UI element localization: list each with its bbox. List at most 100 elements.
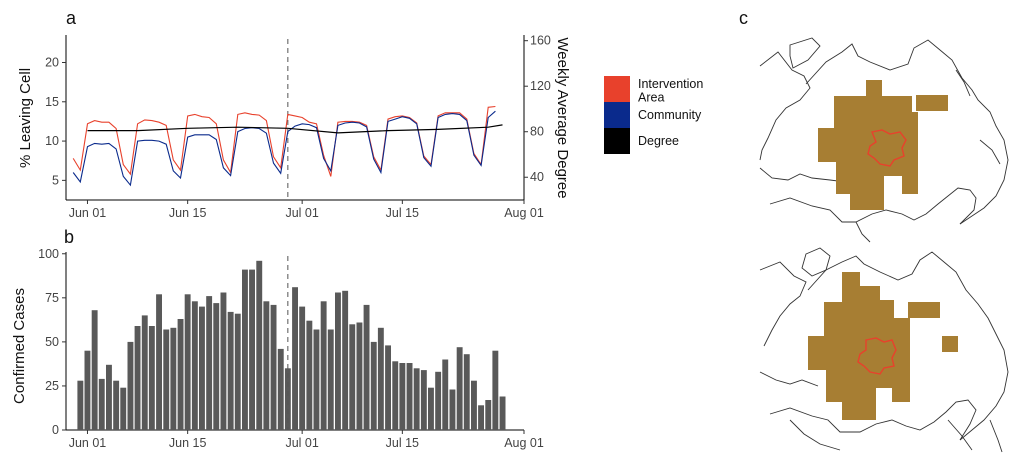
bottom-map-outlier-cell: [908, 302, 940, 318]
case-bar: [320, 301, 327, 430]
panel-a-y2-tick-label: 120: [530, 79, 551, 93]
panel-a-y-tick-label: 10: [45, 134, 59, 148]
panel-a-y2-tick-label: 160: [530, 34, 551, 48]
case-bar: [442, 359, 449, 430]
case-bar: [335, 292, 341, 430]
bottom-map-intervention-outline: [857, 337, 897, 375]
panel-b-y-tick-label: 75: [45, 291, 59, 305]
case-bar: [77, 380, 84, 430]
panel-b-x-tick-label: Jul 01: [285, 436, 318, 450]
legend-swatch: [604, 102, 630, 128]
bottom-map: [759, 247, 1009, 453]
case-bar: [84, 350, 91, 430]
case-bar: [370, 341, 377, 430]
case-bar: [428, 387, 434, 430]
case-bar: [256, 260, 263, 430]
legend-swatch: [604, 128, 630, 154]
case-bar: [377, 327, 384, 430]
case-bar: [349, 324, 356, 430]
top-map-intervention-area: [818, 80, 918, 210]
case-bar: [106, 364, 112, 430]
map-boundary: [801, 247, 831, 277]
case-bar: [406, 363, 413, 430]
bottom-map-outlier-cell: [942, 336, 958, 352]
community-line: [72, 110, 496, 187]
map-boundary: [769, 399, 977, 441]
case-bar: [227, 311, 234, 430]
map-boundary: [807, 251, 1009, 441]
case-bar: [471, 380, 477, 430]
panel-b-bars: [77, 256, 506, 430]
case-bar: [91, 310, 98, 430]
panel-a-x-tick-label: Jun 01: [69, 206, 107, 220]
panel-b-y-tick-label: 0: [52, 423, 59, 437]
panel-b-x-tick-label: Jun 01: [69, 436, 107, 450]
case-bar: [299, 306, 306, 430]
case-bar: [485, 400, 492, 430]
panel-b-chart: b Confirmed Cases 0 25 50 75 100 Jun 01 Jun 15…: [11, 227, 544, 450]
case-bar: [263, 301, 270, 430]
case-bar: [177, 319, 184, 430]
legend-label: Intervention Area: [638, 77, 703, 105]
panel-a-y-tick-label: 20: [45, 56, 59, 70]
case-bar: [306, 320, 313, 430]
panel-a-chart: a % Leaving Cell Weekly Average Degree 5…: [17, 8, 571, 220]
map-boundary: [789, 419, 841, 451]
case-bar: [313, 329, 320, 430]
case-bar: [234, 313, 241, 430]
case-bar: [242, 269, 248, 430]
map-boundary: [759, 261, 807, 347]
panel-b-y-tick-label: 50: [45, 335, 59, 349]
case-bar: [456, 347, 463, 430]
case-bar: [392, 361, 399, 430]
panel-a-y2-tick-label: 40: [530, 170, 544, 184]
panel-b-letter: b: [64, 227, 74, 247]
map-boundary: [947, 419, 973, 451]
degree-line: [87, 124, 503, 134]
map-boundary: [759, 51, 811, 161]
map-boundary: [989, 419, 1003, 453]
panel-a-legend: Intervention Area Community Degree: [604, 76, 703, 154]
case-bar: [113, 380, 120, 430]
panel-b-y-tick-label: 100: [38, 247, 59, 261]
panel-a-lines: [72, 39, 503, 200]
case-bar: [277, 348, 284, 430]
case-bar: [191, 301, 198, 430]
map-boundary: [769, 187, 977, 225]
panel-a-y2-tick-label: 80: [530, 125, 544, 139]
map-boundary: [759, 371, 819, 387]
case-bar: [356, 322, 363, 430]
case-bar: [413, 368, 420, 430]
case-bar: [199, 306, 205, 430]
case-bar: [499, 396, 506, 430]
case-bar: [156, 294, 162, 430]
bottom-map-intervention-area: [808, 272, 910, 420]
panel-b-y-tick-label: 25: [45, 379, 59, 393]
case-bar: [163, 329, 170, 430]
case-bar: [292, 287, 298, 430]
panel-a-x-tick-label: Aug 01: [504, 206, 544, 220]
case-bar: [120, 387, 127, 430]
panel-c-maps: c: [739, 8, 1009, 453]
panel-b-x-tick-label: Aug 01: [504, 436, 544, 450]
case-bar: [170, 327, 177, 430]
map-boundary: [789, 37, 821, 69]
case-bar: [184, 294, 191, 430]
legend-label: Degree: [638, 134, 679, 148]
intervention-area-line: [72, 105, 496, 177]
case-bar: [249, 269, 255, 430]
map-boundary: [979, 139, 1001, 165]
legend-label: Community: [638, 108, 702, 122]
case-bar: [399, 363, 406, 430]
case-bar: [127, 341, 134, 430]
panel-a-y2-axis-title: Weekly Average Degree: [554, 37, 571, 198]
case-bar: [134, 326, 141, 430]
panel-b-x-tick-label: Jun 15: [169, 436, 207, 450]
panel-a-y-tick-label: 15: [45, 95, 59, 109]
map-boundary: [855, 221, 871, 243]
map-boundary: [805, 39, 1009, 225]
top-map-outlier-cell: [916, 95, 948, 111]
case-bar: [206, 296, 213, 430]
panel-a-x-tick-label: Jun 15: [169, 206, 207, 220]
